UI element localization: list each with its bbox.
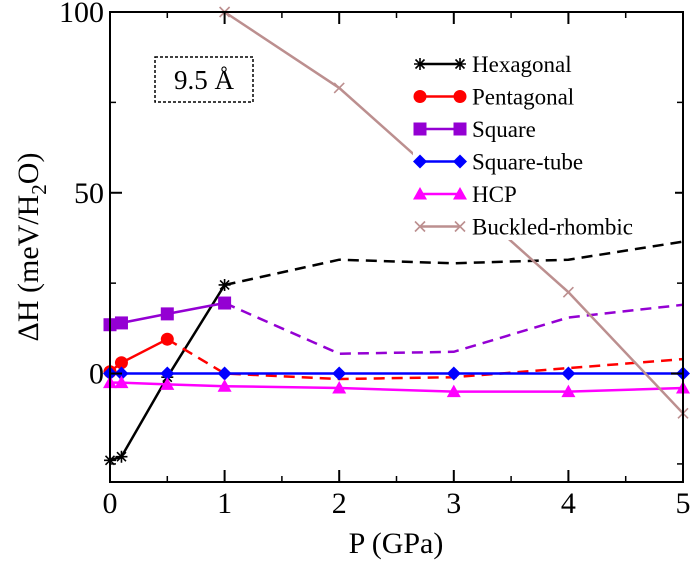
annotation-box <box>154 56 254 103</box>
x-tick-label: 4 <box>561 487 576 520</box>
data-point <box>562 286 574 298</box>
legend-marker <box>454 220 466 233</box>
x-tick-label: 1 <box>217 487 232 520</box>
legend-marker <box>453 187 467 200</box>
data-point <box>333 82 345 94</box>
series-dashed-line <box>224 240 684 287</box>
data-point <box>160 377 175 390</box>
legend-entry-square: Square <box>413 117 536 142</box>
y-axis-label-tail: O) <box>12 153 45 185</box>
legend: Hexagonal Pentagonal Square Square-tube HCP B… <box>413 44 675 240</box>
legend-entry-square-tube: Square-tube <box>413 150 583 175</box>
data-point <box>446 366 461 381</box>
data-point <box>332 381 347 394</box>
data-point <box>561 366 576 381</box>
series-hcp <box>103 375 690 398</box>
legend-marker <box>413 122 427 136</box>
series-line <box>110 381 684 393</box>
legend-marker <box>413 154 427 169</box>
legend-label: HCP <box>472 182 517 207</box>
legend-marker <box>454 58 466 70</box>
legend-entry-buckled-rhombic: Buckled-rhombic <box>414 215 633 240</box>
data-point <box>218 296 232 310</box>
legend-background <box>413 44 675 240</box>
data-point <box>332 366 347 381</box>
x-axis-label: P (GPa) <box>349 527 444 560</box>
data-point <box>114 375 129 389</box>
legend-marker <box>414 58 426 70</box>
y-tick-label: 100 <box>59 0 104 29</box>
y-tick-label: 50 <box>74 177 104 210</box>
y-tick-label: 0 <box>89 358 104 391</box>
x-tick-label: 2 <box>332 487 347 520</box>
data-point <box>446 384 461 398</box>
series-square <box>103 296 684 355</box>
data-point <box>561 384 576 398</box>
annotation-label: 9.5 Å <box>174 65 235 95</box>
legend-marker <box>413 187 427 200</box>
legend-marker <box>413 90 427 103</box>
y-axis-label-subscript: 2 <box>27 184 51 195</box>
data-point <box>160 366 175 381</box>
legend-marker <box>453 154 467 169</box>
series-dashed-line <box>224 301 684 355</box>
x-tick-label: 0 <box>103 487 118 520</box>
series-line <box>109 284 226 462</box>
legend-entry-pentagonal: Pentagonal <box>413 85 574 110</box>
legend-marker <box>414 220 426 233</box>
legend-entry-hexagonal: Hexagonal <box>414 52 572 77</box>
data-point <box>114 356 128 370</box>
x-tick-label: 5 <box>676 487 691 520</box>
legend-label: Pentagonal <box>472 85 574 110</box>
legend-marker <box>453 122 467 136</box>
y-axis-label: ΔH (meV/H2O) <box>12 153 51 342</box>
series-dashed-line <box>166 338 684 381</box>
legend-label: Buckled-rhombic <box>472 215 633 240</box>
legend-marker <box>453 90 467 103</box>
legend-entry-hcp: HCP <box>413 182 517 207</box>
data-point <box>217 379 232 392</box>
data-point <box>115 450 128 463</box>
legend-label: Hexagonal <box>472 52 572 77</box>
legend-label: Square <box>472 117 536 142</box>
data-point <box>218 278 231 291</box>
data-point <box>217 366 232 381</box>
legend-label: Square-tube <box>472 150 583 175</box>
data-point <box>160 332 174 346</box>
x-tick-label: 3 <box>446 487 461 520</box>
data-point <box>160 307 174 321</box>
data-point <box>114 316 128 330</box>
y-axis-label-main: ΔH (meV/H <box>12 195 45 342</box>
